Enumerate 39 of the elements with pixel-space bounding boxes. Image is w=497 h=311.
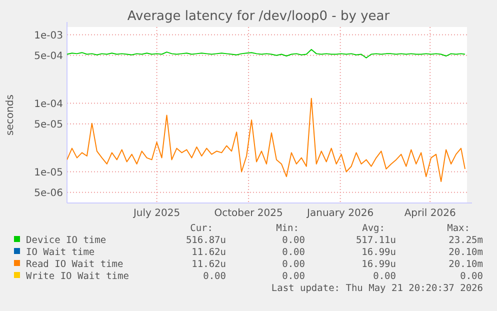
x-tick-label: April 2026 <box>404 208 456 219</box>
text: Last update: Thu May 21 20:20:37 2026 <box>271 283 484 294</box>
text: 0.00 <box>282 235 306 246</box>
y-tick-label: 5e-05 <box>34 119 63 130</box>
legend-label: IO Wait time <box>26 247 95 258</box>
text: 517.11u <box>356 235 396 246</box>
x-tick-label: October 2025 <box>214 208 283 219</box>
line-series <box>67 49 466 58</box>
x-tick-label: January 2026 <box>306 208 374 219</box>
y-axis-title: seconds <box>5 94 16 136</box>
text: Min: <box>276 223 299 234</box>
text: 0.00 <box>373 271 396 282</box>
text: Avg: <box>362 223 385 234</box>
text: Cur: <box>190 223 213 234</box>
y-tick-label: 1e-04 <box>34 98 63 110</box>
text: Max: <box>447 223 470 234</box>
y-tick-label: 5e-04 <box>34 50 63 62</box>
text: 516.87u <box>186 235 226 246</box>
text: 16.99u <box>362 259 396 270</box>
y-tick-label: 1e-03 <box>34 30 63 42</box>
text: 0.00 <box>282 271 306 282</box>
chart-title: Average latency for /dev/loop0 - by year <box>127 9 390 24</box>
text: 0.00 <box>203 271 226 282</box>
y-tick-label: 1e-05 <box>34 167 63 178</box>
text: 0.00 <box>282 259 306 270</box>
x-tick-label: July 2025 <box>132 208 180 219</box>
text: 16.99u <box>362 247 396 258</box>
y-tick-label: 5e-06 <box>34 188 63 199</box>
line-series <box>67 98 466 182</box>
text: 20.10m <box>448 259 484 270</box>
legend-label: Write IO Wait time <box>26 271 130 282</box>
text: 11.62u <box>192 259 226 270</box>
text: 23.25m <box>448 235 484 246</box>
text: 0.00 <box>282 247 306 258</box>
text: 20.10m <box>448 247 484 258</box>
legend-label: Device IO time <box>26 235 106 246</box>
text: 0.00 <box>460 271 484 282</box>
legend-label: Read IO Wait time <box>26 259 124 270</box>
text: 11.62u <box>192 247 226 258</box>
